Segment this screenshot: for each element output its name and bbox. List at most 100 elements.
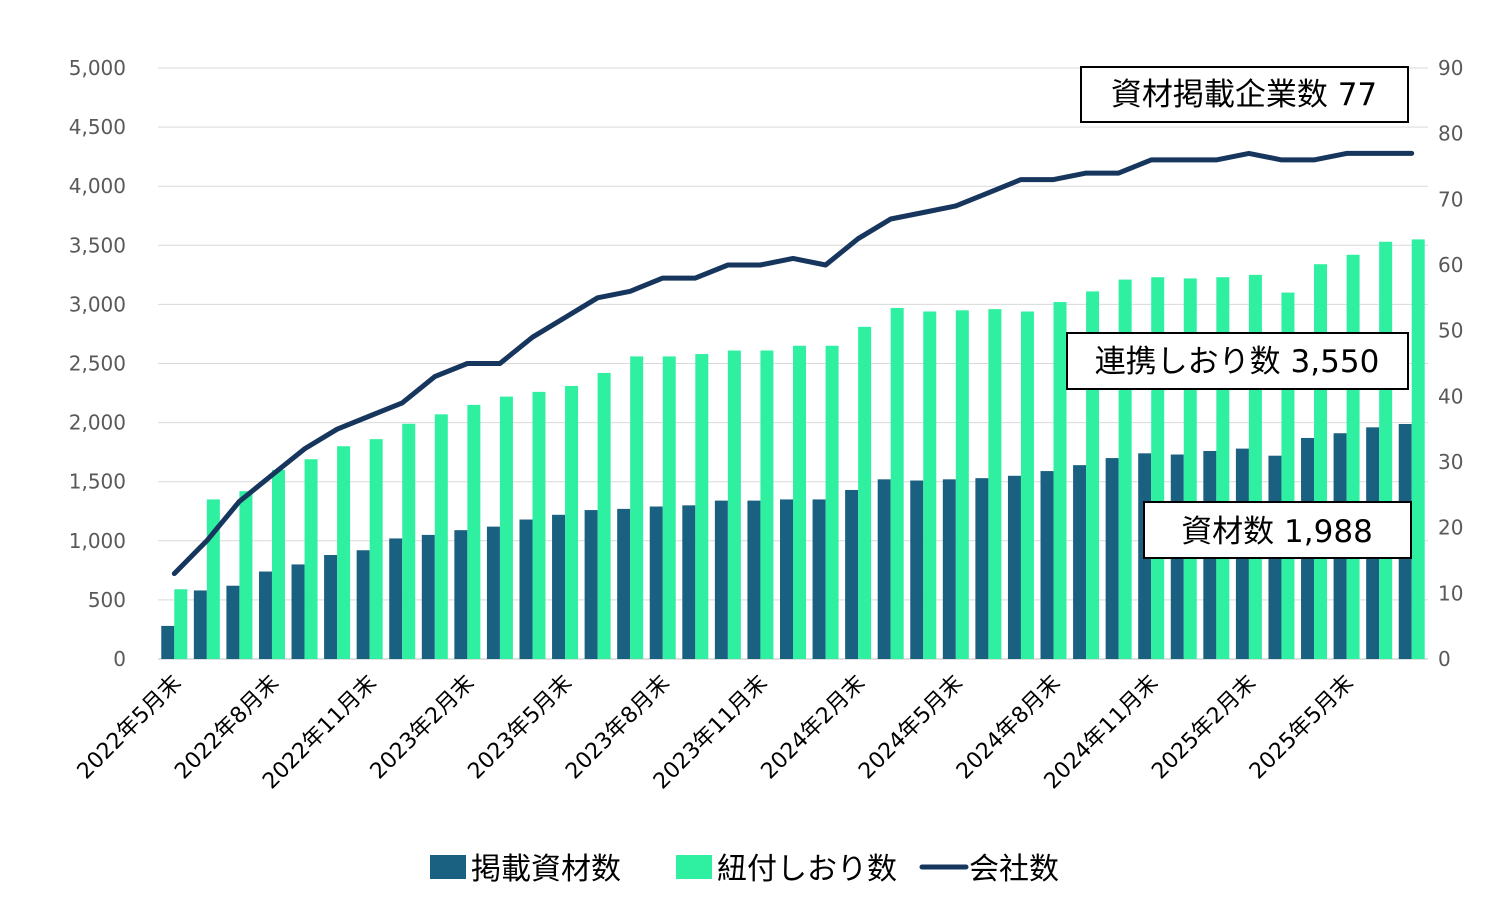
bar-bookmarks — [923, 311, 937, 659]
x-axis: 2022年5月末2022年8月末2022年11月末2023年2月末2023年5月… — [73, 671, 1359, 795]
right-axis-tick: 60 — [1438, 253, 1463, 277]
bar-bookmarks — [499, 396, 513, 659]
bar-materials — [454, 530, 468, 659]
bar-materials — [161, 625, 175, 659]
bar-bookmarks — [825, 345, 839, 659]
bar-bookmarks — [434, 414, 448, 659]
left-axis-tick: 4,500 — [69, 115, 126, 139]
bar-bookmarks — [565, 385, 579, 659]
bar-bookmarks — [1053, 302, 1067, 659]
left-axis-tick: 0 — [113, 647, 126, 671]
bar-bookmarks — [337, 446, 351, 659]
bar-materials — [552, 514, 566, 659]
legend-label-materials: 掲載資材数 — [471, 852, 621, 887]
left-y-axis: 0 500 1,000 1,500 2,000 2,500 3,000 3,500 4,000 4… — [69, 56, 126, 671]
left-axis-tick: 4,000 — [69, 174, 126, 198]
line-companies — [171, 150, 1415, 577]
x-axis-tick: 2023年2月末 — [366, 671, 480, 785]
bar-materials — [389, 538, 403, 659]
bar-materials — [649, 506, 663, 659]
left-axis-tick: 2,500 — [69, 352, 126, 376]
left-axis-tick: 5,000 — [69, 56, 126, 80]
right-axis-tick: 80 — [1438, 122, 1463, 146]
bar-materials — [682, 505, 696, 659]
x-axis-tick: 2022年5月末 — [73, 671, 187, 785]
bar-bookmarks — [1314, 264, 1328, 659]
bar-series — [161, 239, 1425, 660]
bar-materials — [812, 499, 826, 659]
bar-materials — [193, 590, 207, 659]
bar-bookmarks — [369, 439, 383, 659]
x-axis-tick: 2023年5月末 — [463, 671, 577, 785]
bar-bookmarks — [1346, 254, 1360, 660]
bar-materials — [1105, 458, 1119, 659]
bar-materials — [1073, 465, 1087, 659]
bar-bookmarks — [402, 423, 416, 659]
right-y-axis: 0 10 20 30 40 50 60 70 80 90 — [1438, 56, 1463, 671]
callout-materials-text: 資材数 1,988 — [1181, 514, 1373, 550]
legend-item-bookmarks: 紐付しおり数 — [676, 852, 897, 887]
bar-bookmarks — [532, 391, 546, 659]
bar-bookmarks — [695, 354, 709, 659]
bar-bookmarks — [239, 491, 253, 659]
bar-materials — [519, 519, 533, 659]
left-axis-tick: 1,000 — [69, 529, 126, 553]
bar-materials — [845, 489, 859, 659]
bar-bookmarks — [304, 459, 318, 659]
x-axis-tick: 2024年2月末 — [757, 671, 871, 785]
left-axis-tick: 500 — [88, 588, 126, 612]
bar-bookmarks — [662, 356, 676, 659]
bar-bookmarks — [597, 372, 611, 659]
bar-materials — [780, 499, 793, 659]
legend-swatch-bookmarks — [676, 855, 712, 879]
callouts: 資材掲載企業数 77 連携しおり数 3,550 資材数 1,988 — [1066, 66, 1412, 559]
legend-item-companies: 会社数 — [919, 852, 1059, 887]
right-axis-tick: 90 — [1438, 56, 1463, 80]
bar-materials — [1040, 471, 1054, 659]
bar-bookmarks — [858, 326, 872, 659]
bar-bookmarks — [760, 350, 774, 659]
x-axis-tick: 2025年5月末 — [1245, 671, 1359, 785]
bar-bookmarks — [1411, 239, 1425, 659]
bar-materials — [1007, 475, 1021, 659]
right-axis-tick: 20 — [1438, 516, 1463, 540]
bar-materials — [877, 479, 891, 659]
legend-label-companies: 会社数 — [969, 852, 1059, 887]
left-axis-tick: 1,500 — [69, 470, 126, 494]
bar-materials — [226, 585, 240, 659]
callout-companies: 資材掲載企業数 77 — [1080, 66, 1409, 123]
right-axis-tick: 10 — [1438, 581, 1463, 605]
bar-bookmarks — [727, 350, 741, 659]
bar-bookmarks — [793, 345, 806, 659]
bar-materials — [356, 550, 370, 659]
callout-materials: 資材数 1,988 — [1143, 501, 1412, 559]
right-axis-tick: 50 — [1438, 319, 1463, 343]
bar-materials — [421, 534, 435, 659]
bar-materials — [584, 510, 598, 659]
bar-materials — [617, 508, 631, 659]
bar-bookmarks — [988, 309, 1002, 659]
left-axis-tick: 3,000 — [69, 292, 126, 316]
bar-bookmarks — [174, 589, 188, 659]
bar-bookmarks — [1020, 311, 1034, 659]
bar-bookmarks — [271, 469, 285, 659]
bar-bookmarks — [955, 310, 969, 659]
bar-bookmarks — [467, 404, 481, 659]
bar-materials — [747, 500, 761, 659]
bar-materials — [975, 478, 989, 659]
x-axis-tick: 2025年2月末 — [1147, 671, 1261, 785]
x-axis-tick: 2024年5月末 — [854, 671, 968, 785]
bar-bookmarks — [206, 499, 220, 659]
bar-bookmarks — [890, 307, 904, 659]
bar-materials — [258, 571, 272, 659]
left-axis-tick: 2,000 — [69, 411, 126, 435]
right-axis-tick: 30 — [1438, 450, 1463, 474]
bar-materials — [942, 479, 956, 659]
bar-materials — [714, 500, 728, 659]
right-axis-tick: 70 — [1438, 187, 1463, 211]
right-axis-tick: 0 — [1438, 647, 1451, 671]
bar-materials — [324, 554, 338, 659]
bar-bookmarks — [1379, 241, 1393, 659]
